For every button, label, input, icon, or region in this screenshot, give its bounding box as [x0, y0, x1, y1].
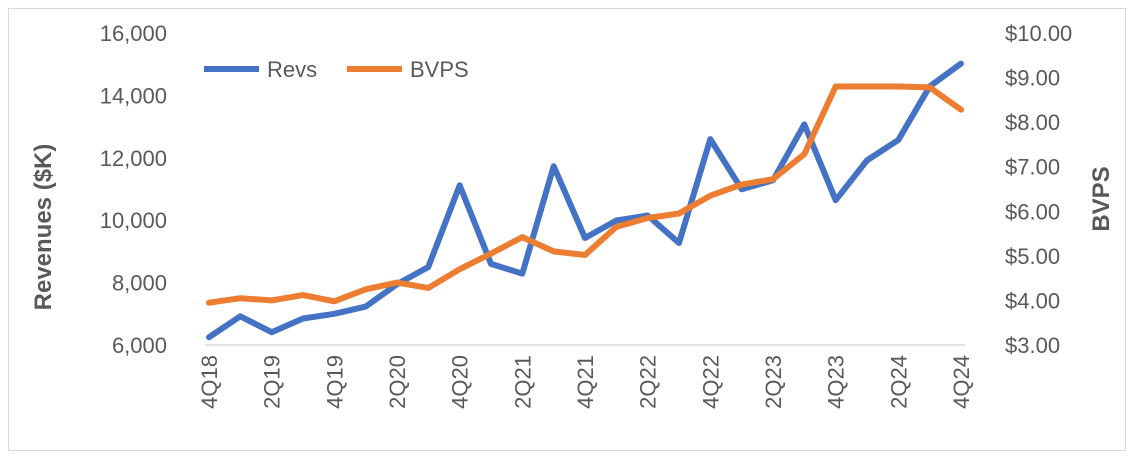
- line-chart: 6,000 8,000 10,000 12,000 14,000 16,000 $3.00…: [30, 21, 1115, 409]
- x-tick-label: 2Q22: [636, 355, 661, 409]
- x-tick-label: 2Q21: [510, 355, 535, 409]
- x-tick-label: 2Q23: [761, 355, 786, 409]
- series-line-revs: [206, 60, 964, 341]
- x-axis: 4Q18 2Q19 4Q19 2Q20 4Q20 2Q21 4Q21 2Q22 4Q22 2Q23…: [197, 355, 974, 409]
- x-tick-label: 2Q24: [886, 355, 911, 409]
- x-tick-label: 4Q19: [322, 355, 347, 409]
- left-tick-label: 10,000: [100, 208, 167, 233]
- right-tick-label: $10.00: [1005, 21, 1072, 46]
- right-axis: $3.00 $4.00 $5.00 $6.00 $7.00 $8.00 $9.00 $10.0…: [1005, 21, 1072, 358]
- right-tick-label: $7.00: [1005, 155, 1060, 180]
- x-tick-label: 4Q24: [949, 355, 974, 409]
- left-tick-label: 12,000: [100, 146, 167, 171]
- x-tick-label: 2Q20: [385, 355, 410, 409]
- right-tick-label: $4.00: [1005, 288, 1060, 313]
- legend: Revs BVPS: [204, 57, 469, 82]
- right-tick-label: $3.00: [1005, 333, 1060, 358]
- right-axis-title: BVPS: [1088, 166, 1115, 231]
- chart-frame: 6,000 8,000 10,000 12,000 14,000 16,000 $3.00…: [8, 8, 1126, 451]
- x-tick-label: 4Q18: [197, 355, 222, 409]
- right-tick-label: $6.00: [1005, 199, 1060, 224]
- x-tick-label: 2Q19: [260, 355, 285, 409]
- right-tick-label: $5.00: [1005, 244, 1060, 269]
- left-axis-title: Revenues ($K): [30, 144, 57, 311]
- legend-label-bvps: BVPS: [410, 57, 469, 82]
- right-tick-label: $8.00: [1005, 110, 1060, 135]
- series-line-bvps: [206, 83, 964, 306]
- left-tick-label: 6,000: [112, 333, 167, 358]
- left-tick-label: 14,000: [100, 83, 167, 108]
- left-tick-label: 8,000: [112, 271, 167, 296]
- legend-label-revs: Revs: [267, 57, 317, 82]
- x-tick-label: 4Q22: [698, 355, 723, 409]
- left-tick-label: 16,000: [100, 21, 167, 46]
- right-tick-label: $9.00: [1005, 66, 1060, 91]
- x-tick-label: 4Q23: [824, 355, 849, 409]
- x-tick-label: 4Q20: [448, 355, 473, 409]
- series-layer: [206, 60, 964, 341]
- left-axis: 6,000 8,000 10,000 12,000 14,000 16,000: [100, 21, 167, 358]
- x-tick-label: 4Q21: [573, 355, 598, 409]
